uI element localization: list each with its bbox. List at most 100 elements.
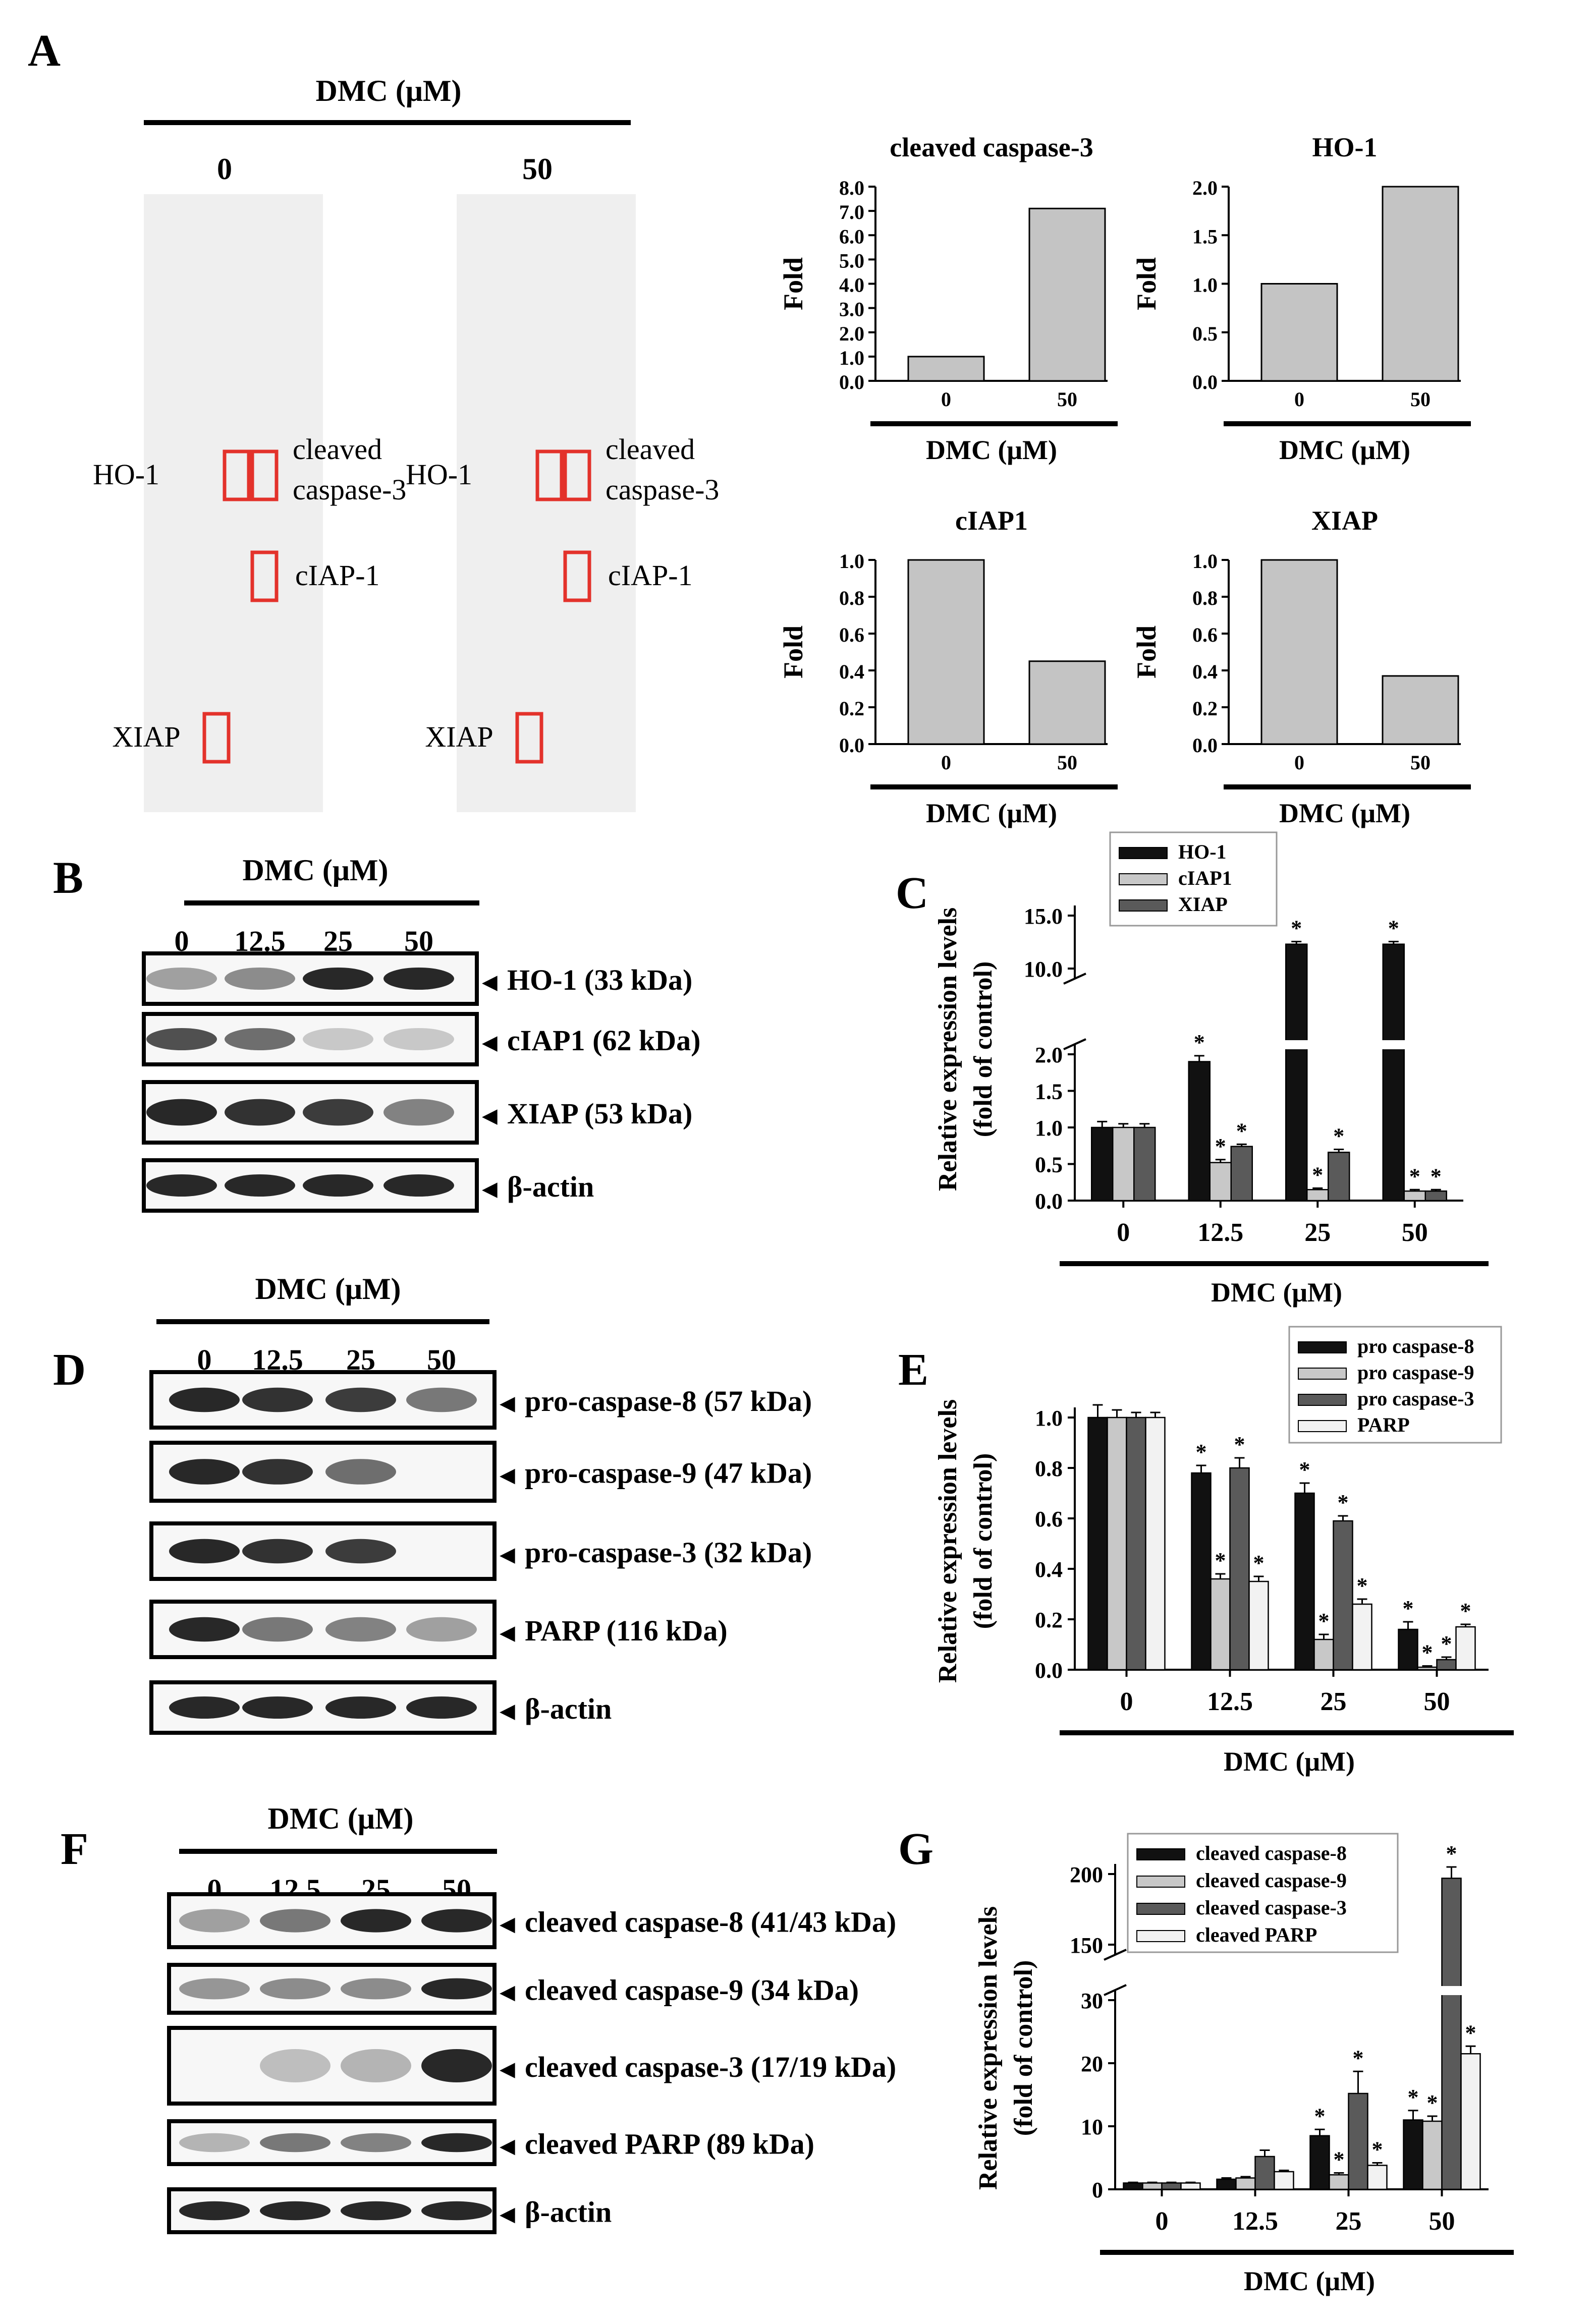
y-tick-label: 1.0	[839, 550, 864, 573]
x-axis-label: DMC (μM)	[926, 798, 1057, 828]
significance-marker: *	[1388, 916, 1399, 940]
significance-marker: *	[1215, 1548, 1226, 1573]
y-axis-label: Fold	[778, 626, 808, 678]
legend-swatch	[1136, 1848, 1185, 1860]
array-label-ho1: HO-1	[406, 458, 472, 491]
significance-marker: *	[1465, 2020, 1476, 2045]
significance-marker: *	[1427, 2090, 1438, 2115]
band-label: β-actin	[507, 1170, 594, 1203]
array-label-caspase3: caspase-3	[606, 473, 719, 506]
blot-band	[179, 1978, 250, 2000]
y-tick-label: 0.4	[839, 660, 864, 683]
y-tick-label: 20	[1081, 2052, 1103, 2076]
significance-marker: *	[1353, 2046, 1364, 2070]
y-tick-label: 0.0	[1192, 734, 1218, 757]
bar	[1382, 675, 1459, 745]
significance-marker: *	[1431, 1164, 1442, 1188]
blot-band	[225, 1028, 295, 1050]
bar	[1191, 1472, 1212, 1671]
blot-band	[260, 1909, 331, 1933]
x-tick-label: 12.5	[1197, 1218, 1243, 1247]
panel-label-b: B	[53, 853, 83, 903]
blot-band	[406, 1696, 477, 1719]
array-dose-label: 50	[522, 152, 553, 186]
y-axis-label: Relative expression levels	[933, 908, 962, 1191]
x-tick-label: 25	[1336, 2207, 1362, 2236]
legend-swatch	[1119, 899, 1168, 912]
y-axis-label: Relative expression levels	[974, 1906, 1003, 2190]
y-tick-label: 0	[1092, 2178, 1103, 2202]
bar	[1329, 2174, 1349, 2190]
y-tick-label: 0.2	[1192, 697, 1218, 720]
x-tick-label: 0	[1156, 2207, 1169, 2236]
blot-band	[421, 1978, 492, 2000]
significance-marker: *	[1299, 1457, 1310, 1482]
y-tick-label: 0.8	[839, 587, 864, 609]
bar	[1161, 2182, 1182, 2190]
legend-label: cleaved caspase-9	[1196, 1869, 1347, 1892]
array-dose-label: 0	[217, 152, 232, 186]
blot-band	[383, 968, 454, 990]
y-axis-label: Relative expression levels	[933, 1399, 962, 1683]
legend-swatch	[1136, 1930, 1185, 1942]
band-label: XIAP (53 kDa)	[507, 1097, 692, 1130]
bar	[1403, 1190, 1426, 1202]
blot-band	[146, 968, 217, 990]
bar	[1112, 1126, 1135, 1202]
bar	[1352, 1603, 1372, 1671]
band-arrow-icon: ◀	[500, 2058, 515, 2080]
band-label: cleaved caspase-3 (17/19 kDa)	[525, 2051, 896, 2083]
axis-break-gap	[1440, 1986, 1463, 1995]
panel-label-g: G	[898, 1824, 933, 1874]
significance-marker: *	[1291, 916, 1302, 940]
x-tick-label: 50	[1410, 751, 1431, 774]
blot-band	[169, 1387, 240, 1412]
blot-band	[421, 2201, 492, 2221]
highlight-box	[563, 550, 591, 602]
blot-band	[325, 1539, 396, 1564]
bar	[907, 559, 985, 745]
x-axis-label: DMC (μM)	[1279, 798, 1410, 828]
band-arrow-icon: ◀	[500, 1543, 515, 1566]
band-label: HO-1 (33 kDa)	[507, 963, 692, 996]
blot-band	[325, 1459, 396, 1485]
significance-marker: *	[1236, 1118, 1247, 1143]
blot-band	[341, 1978, 411, 2000]
legend-label: pro caspase-8	[1357, 1335, 1474, 1357]
legend-swatch	[1136, 1903, 1185, 1915]
x-tick-label: 0	[1117, 1218, 1130, 1247]
blot-dmc-header: DMC (μM)	[255, 1272, 401, 1306]
blot-dmc-header: DMC (μM)	[268, 1802, 414, 1835]
blot-band	[225, 968, 295, 990]
blot-band	[169, 1696, 240, 1719]
blot-band	[242, 1459, 313, 1485]
y-tick-label: 1.0	[1192, 274, 1218, 297]
y-tick-label: 0.4	[1192, 660, 1218, 683]
blot-band	[383, 1174, 454, 1197]
y-tick-label: 1.0	[839, 347, 864, 369]
y-tick-label: 1.0	[1035, 1406, 1063, 1431]
highlight-box	[563, 449, 591, 501]
bar	[1087, 1416, 1108, 1671]
bar	[1403, 2119, 1423, 2190]
chart-title: XIAP	[1311, 505, 1378, 536]
highlight-box	[223, 449, 251, 501]
blot-band	[341, 1909, 411, 1933]
y-tick-label: 2.0	[1035, 1043, 1063, 1067]
chart-title: cleaved caspase-3	[890, 132, 1093, 162]
panel-label-d: D	[53, 1345, 86, 1395]
band-arrow-icon: ◀	[482, 1104, 498, 1127]
bar	[1216, 2178, 1237, 2190]
significance-marker: *	[1215, 1134, 1226, 1159]
bar	[1209, 1162, 1232, 1202]
y-tick-label: 0.0	[1035, 1658, 1063, 1683]
band-arrow-icon: ◀	[482, 1177, 498, 1200]
bar	[1285, 943, 1308, 1202]
y-tick-label: 2.0	[839, 322, 864, 345]
legend-swatch	[1298, 1420, 1347, 1432]
significance-marker: *	[1196, 1440, 1207, 1464]
blot-band	[303, 1174, 373, 1197]
array-label-cleaved: cleaved	[606, 433, 695, 466]
blot-band	[242, 1696, 313, 1719]
blot-band	[169, 1459, 240, 1485]
